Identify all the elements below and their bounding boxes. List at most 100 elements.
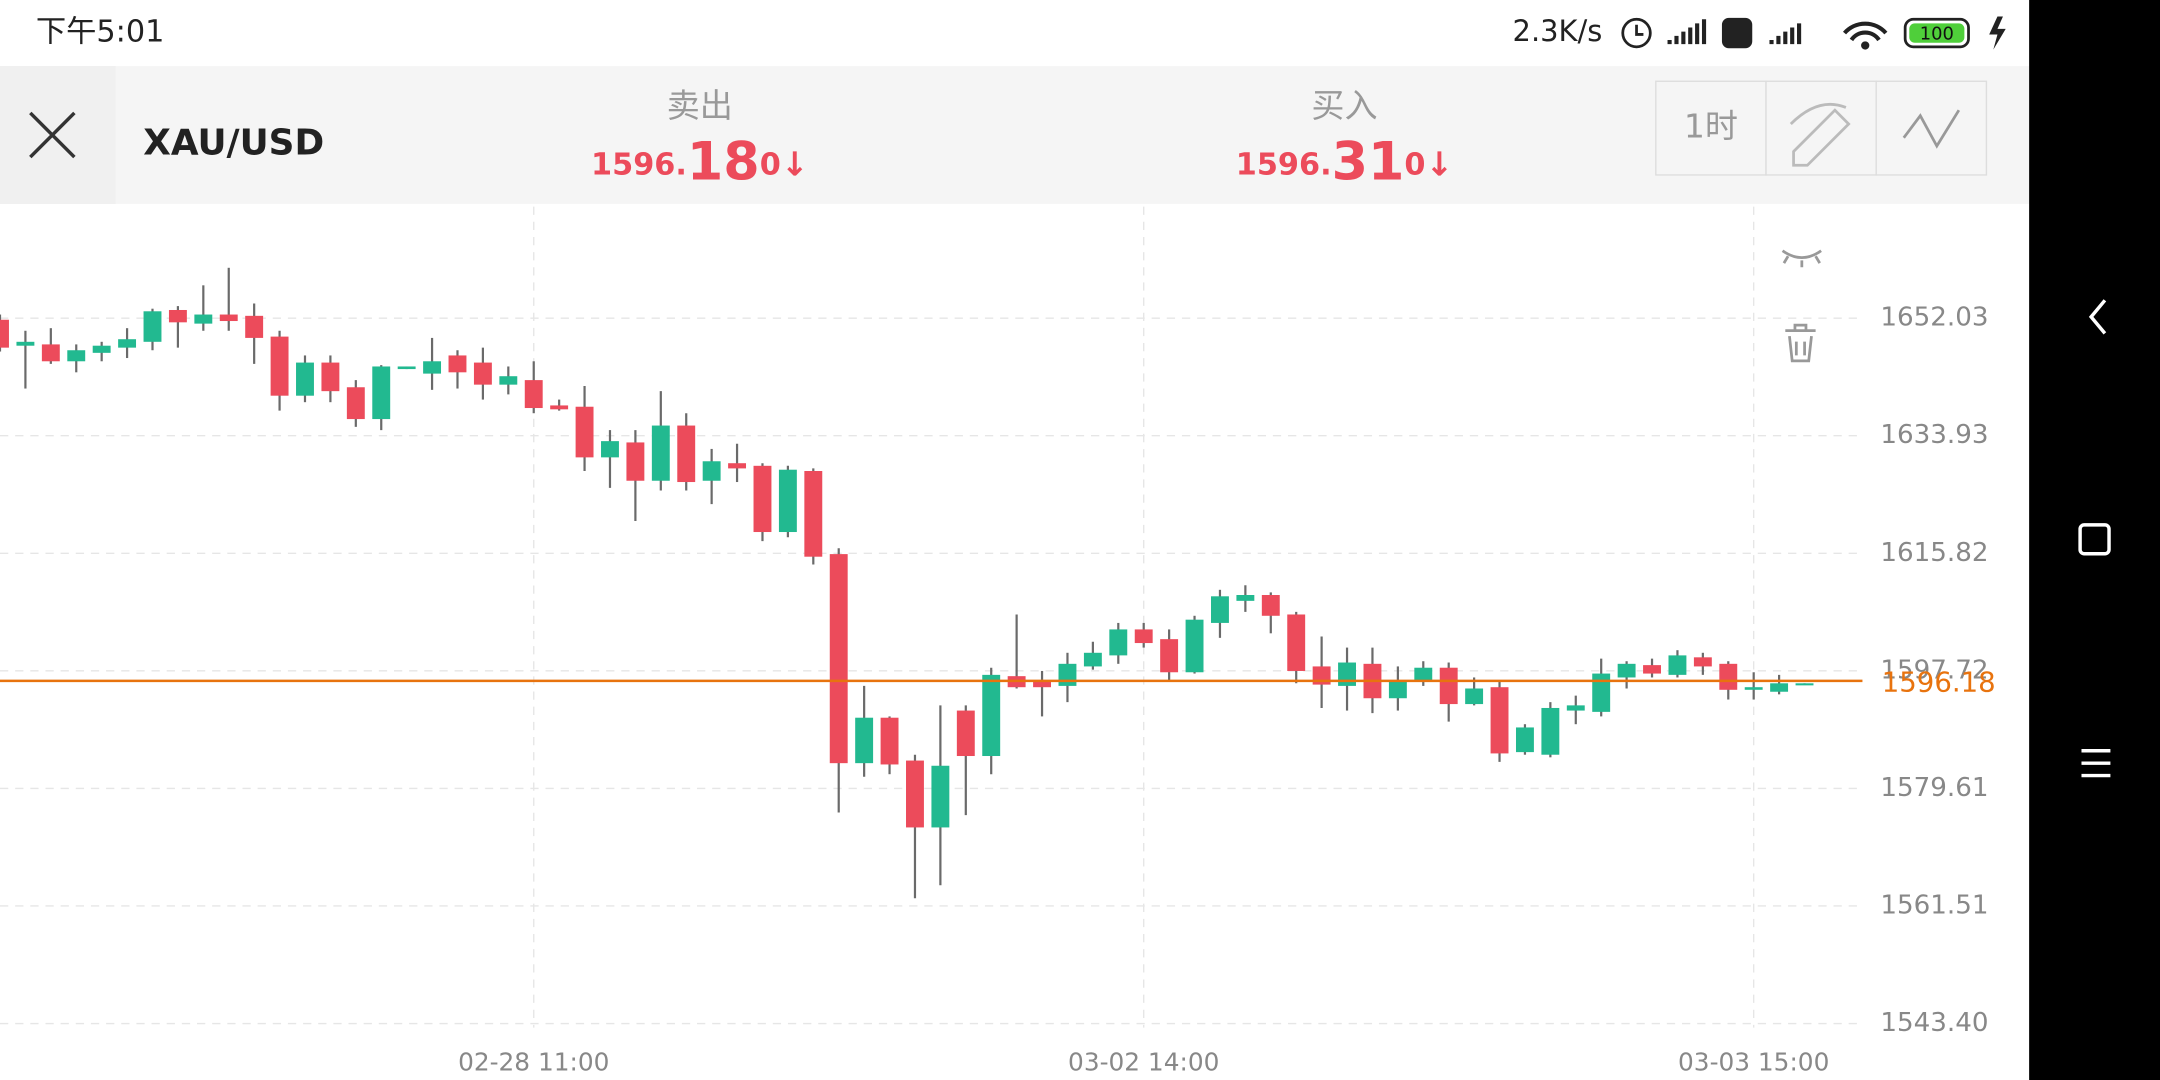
candle-body <box>626 442 645 481</box>
battery-frame <box>1903 17 1970 49</box>
signal-icon <box>1667 19 1707 45</box>
candle-body <box>1134 629 1153 644</box>
period-button[interactable] <box>1655 80 1767 176</box>
nav-menu[interactable] <box>2081 749 2111 778</box>
candle-body <box>601 441 619 458</box>
candle-body <box>1414 667 1433 683</box>
candle-body <box>397 366 416 370</box>
candle-body <box>880 717 899 765</box>
candle-body <box>677 425 696 483</box>
candle-body <box>448 355 467 373</box>
close-area <box>0 66 116 204</box>
candle-body <box>1338 662 1356 686</box>
candle-body <box>702 461 721 481</box>
candle-body <box>1236 595 1255 601</box>
status-icons <box>1621 16 2006 50</box>
candle-body <box>1668 655 1687 675</box>
candle-body <box>804 471 823 557</box>
candle-body <box>1515 727 1534 753</box>
hd-icon <box>1721 17 1753 49</box>
sell-price-tail: 0 <box>760 147 781 182</box>
candle-body <box>219 314 238 322</box>
candle-body <box>296 362 314 396</box>
delete-icon[interactable] <box>1785 323 1816 363</box>
candle-body <box>931 765 950 828</box>
candle-body <box>0 319 9 348</box>
wifi-icon <box>1842 21 1888 42</box>
candle-body <box>1795 683 1814 686</box>
buy-label: 买入 <box>1311 86 1377 125</box>
y-tick-label: 1633.93 <box>1880 420 1988 450</box>
candle-body <box>1465 688 1484 705</box>
candle-body <box>855 717 874 764</box>
sell-price-head: 1596. <box>591 147 687 182</box>
x-tick-label: 02-28 11:00 <box>458 1047 609 1076</box>
signal-4g-icon <box>1769 23 1802 45</box>
symbol: XAU/USD <box>143 123 324 164</box>
hide-icon[interactable] <box>1781 249 1822 268</box>
candle-body <box>270 336 289 396</box>
indicator-icon <box>1902 109 1961 149</box>
buy-price[interactable]: 1596.310↓ <box>1236 131 1453 192</box>
y-tick-label: 1561.51 <box>1880 890 1988 920</box>
candle-body <box>651 425 670 481</box>
buy-price-head: 1596. <box>1236 147 1332 182</box>
candle-body <box>1643 665 1661 674</box>
nav-home[interactable] <box>2078 523 2111 556</box>
buy-price-tail: 0 <box>1404 147 1425 182</box>
y-tick-label: 1543.40 <box>1880 1008 1988 1038</box>
candle-body <box>1185 619 1204 673</box>
candle-body <box>829 554 848 764</box>
candle-body <box>982 674 1001 757</box>
candle-body <box>41 344 60 362</box>
close-button[interactable] <box>29 111 76 159</box>
indicator-button[interactable] <box>1875 80 1988 176</box>
candle-body <box>1083 652 1102 667</box>
candle-body <box>423 361 442 374</box>
x-tick-label: 03-03 15:00 <box>1678 1047 1829 1076</box>
candle-body <box>16 341 35 346</box>
candle-body <box>473 362 492 385</box>
candle-body <box>1566 705 1585 711</box>
y-tick-label: 1615.82 <box>1880 538 1988 568</box>
current-price-label: 1596.18 <box>1882 667 1996 699</box>
sell-arrow: ↓ <box>781 144 809 183</box>
nav-bar <box>2029 0 2160 1080</box>
candle-body <box>956 710 975 757</box>
y-tick-label: 1579.61 <box>1880 773 1988 803</box>
candle-body <box>728 463 747 469</box>
candle-body <box>118 339 137 348</box>
wifi-dot <box>1861 41 1870 50</box>
candle-body <box>346 387 365 420</box>
draw-icon <box>1789 103 1851 167</box>
candle-body <box>906 760 924 828</box>
candle-body <box>1719 663 1738 690</box>
candle-body <box>499 376 518 385</box>
candle-body <box>1744 687 1763 690</box>
status-time: 下午5:01 <box>36 15 165 50</box>
candle-body <box>1160 639 1179 673</box>
candle-body <box>1541 707 1560 755</box>
nav-back[interactable] <box>2088 299 2107 335</box>
candle-body <box>1439 667 1458 705</box>
candle-body <box>168 309 187 323</box>
alarm-icon <box>1621 17 1652 49</box>
candle-body <box>524 380 543 409</box>
charging-icon <box>1989 16 2006 50</box>
candle-body <box>1261 595 1280 616</box>
draw-button[interactable] <box>1765 80 1877 176</box>
buy-arrow: ↓ <box>1426 144 1454 183</box>
candle-body <box>550 405 569 410</box>
candle-body <box>1033 682 1052 688</box>
candle-body <box>1617 663 1636 678</box>
candle-body <box>1388 680 1407 699</box>
candle-body <box>1287 614 1306 671</box>
y-tick-label: 1652.03 <box>1880 303 1988 333</box>
candle-body <box>1058 663 1077 686</box>
candle-body <box>1109 629 1128 656</box>
alarm-hand <box>1635 24 1644 36</box>
y-tick-label: 1597.72 <box>1880 655 1988 685</box>
sell-price[interactable]: 1596.180↓ <box>591 131 808 192</box>
